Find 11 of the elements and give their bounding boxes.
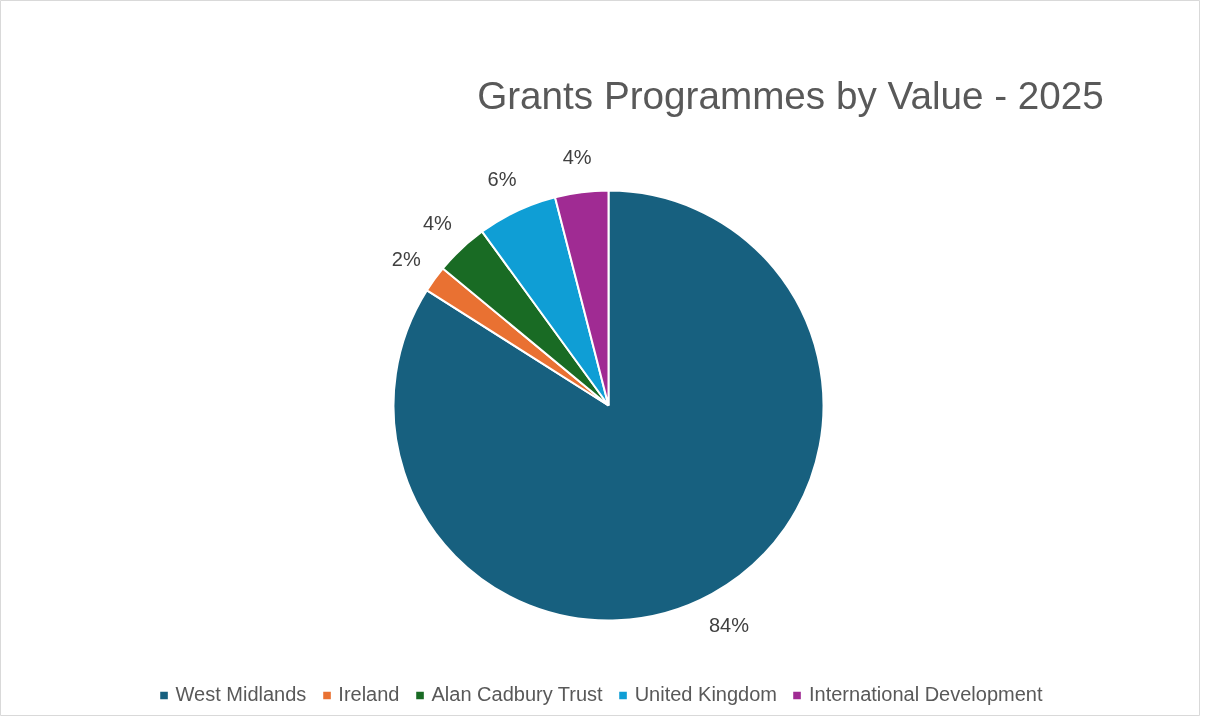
data-label: 4%: [562, 146, 592, 169]
data-label: 84%: [708, 613, 750, 636]
data-label: 6%: [487, 168, 517, 191]
legend-label: West Midlands: [175, 683, 307, 706]
legend-label: Ireland: [338, 683, 400, 706]
legend-label: Alan Cadbury Trust: [431, 683, 603, 706]
legend-label: International Development: [808, 683, 1043, 706]
data-label: 2%: [391, 247, 421, 270]
chart-title: Grants Programmes by Value - 2025: [477, 74, 1104, 117]
data-label: 4%: [422, 212, 453, 235]
legend-label: United Kingdom: [634, 683, 777, 706]
